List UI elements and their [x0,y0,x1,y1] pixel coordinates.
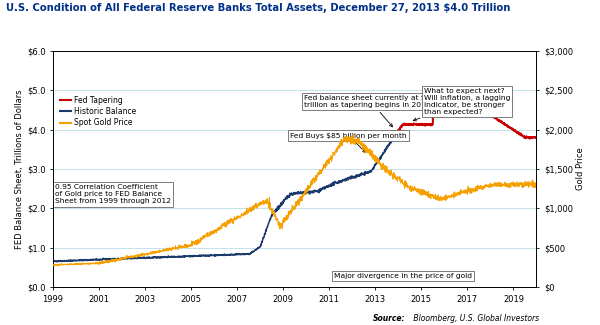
Text: What to expect next?
Will inflation, a lagging
indicator, be stronger
than expec: What to expect next? Will inflation, a l… [413,88,510,121]
Text: Bloomberg, U.S. Global Investors: Bloomberg, U.S. Global Investors [411,314,539,323]
Text: Major divergence in the price of gold: Major divergence in the price of gold [334,273,472,279]
Text: 0.95 Correlation Coefficient
of Gold price to FED Balance
Sheet from 1999 throug: 0.95 Correlation Coefficient of Gold pri… [55,185,172,204]
Text: U.S. Condition of All Federal Reserve Banks Total Assets, December 27, 2013 $4.0: U.S. Condition of All Federal Reserve Ba… [6,3,511,13]
Y-axis label: FED Balance Sheet, Trillions of Dollars: FED Balance Sheet, Trillions of Dollars [15,89,24,249]
Text: Fed balance sheet currently at $4.0
trillion as tapering begins in 2014: Fed balance sheet currently at $4.0 tril… [304,95,437,127]
Text: Fed Buys $85 billion per month: Fed Buys $85 billion per month [290,133,407,152]
Text: Source:: Source: [373,314,406,323]
Y-axis label: Gold Price: Gold Price [576,148,585,190]
Legend: Fed Tapering, Historic Balance, Spot Gold Price: Fed Tapering, Historic Balance, Spot Gol… [57,93,140,130]
